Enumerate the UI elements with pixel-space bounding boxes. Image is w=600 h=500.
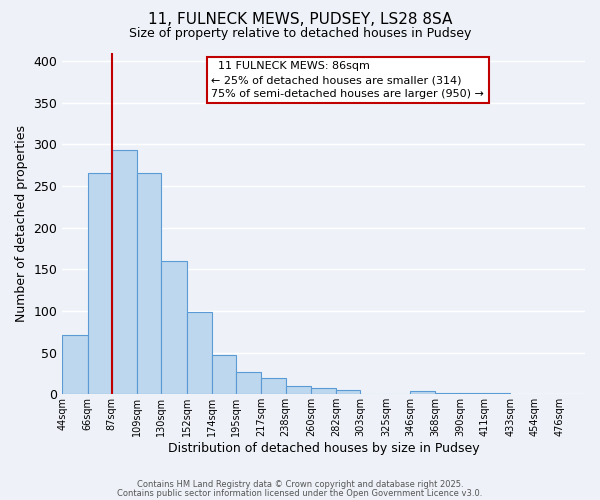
Text: Contains public sector information licensed under the Open Government Licence v3: Contains public sector information licen… xyxy=(118,488,482,498)
Text: Size of property relative to detached houses in Pudsey: Size of property relative to detached ho… xyxy=(129,28,471,40)
Y-axis label: Number of detached properties: Number of detached properties xyxy=(15,125,28,322)
Bar xyxy=(62,335,88,394)
X-axis label: Distribution of detached houses by size in Pudsey: Distribution of detached houses by size … xyxy=(168,442,479,455)
Bar xyxy=(88,174,112,394)
Bar xyxy=(262,378,286,394)
Text: 11 FULNECK MEWS: 86sqm
← 25% of detached houses are smaller (314)
75% of semi-de: 11 FULNECK MEWS: 86sqm ← 25% of detached… xyxy=(211,61,484,99)
Bar xyxy=(311,388,337,394)
Bar xyxy=(187,312,212,394)
Bar xyxy=(410,391,436,394)
Bar xyxy=(212,355,236,395)
Bar xyxy=(337,390,361,394)
Text: 11, FULNECK MEWS, PUDSEY, LS28 8SA: 11, FULNECK MEWS, PUDSEY, LS28 8SA xyxy=(148,12,452,28)
Bar xyxy=(137,174,161,394)
Bar xyxy=(161,261,187,394)
Bar xyxy=(461,392,485,394)
Bar xyxy=(286,386,311,394)
Bar xyxy=(485,392,510,394)
Bar xyxy=(236,372,262,394)
Bar xyxy=(112,150,137,394)
Text: Contains HM Land Registry data © Crown copyright and database right 2025.: Contains HM Land Registry data © Crown c… xyxy=(137,480,463,489)
Bar xyxy=(436,392,461,394)
